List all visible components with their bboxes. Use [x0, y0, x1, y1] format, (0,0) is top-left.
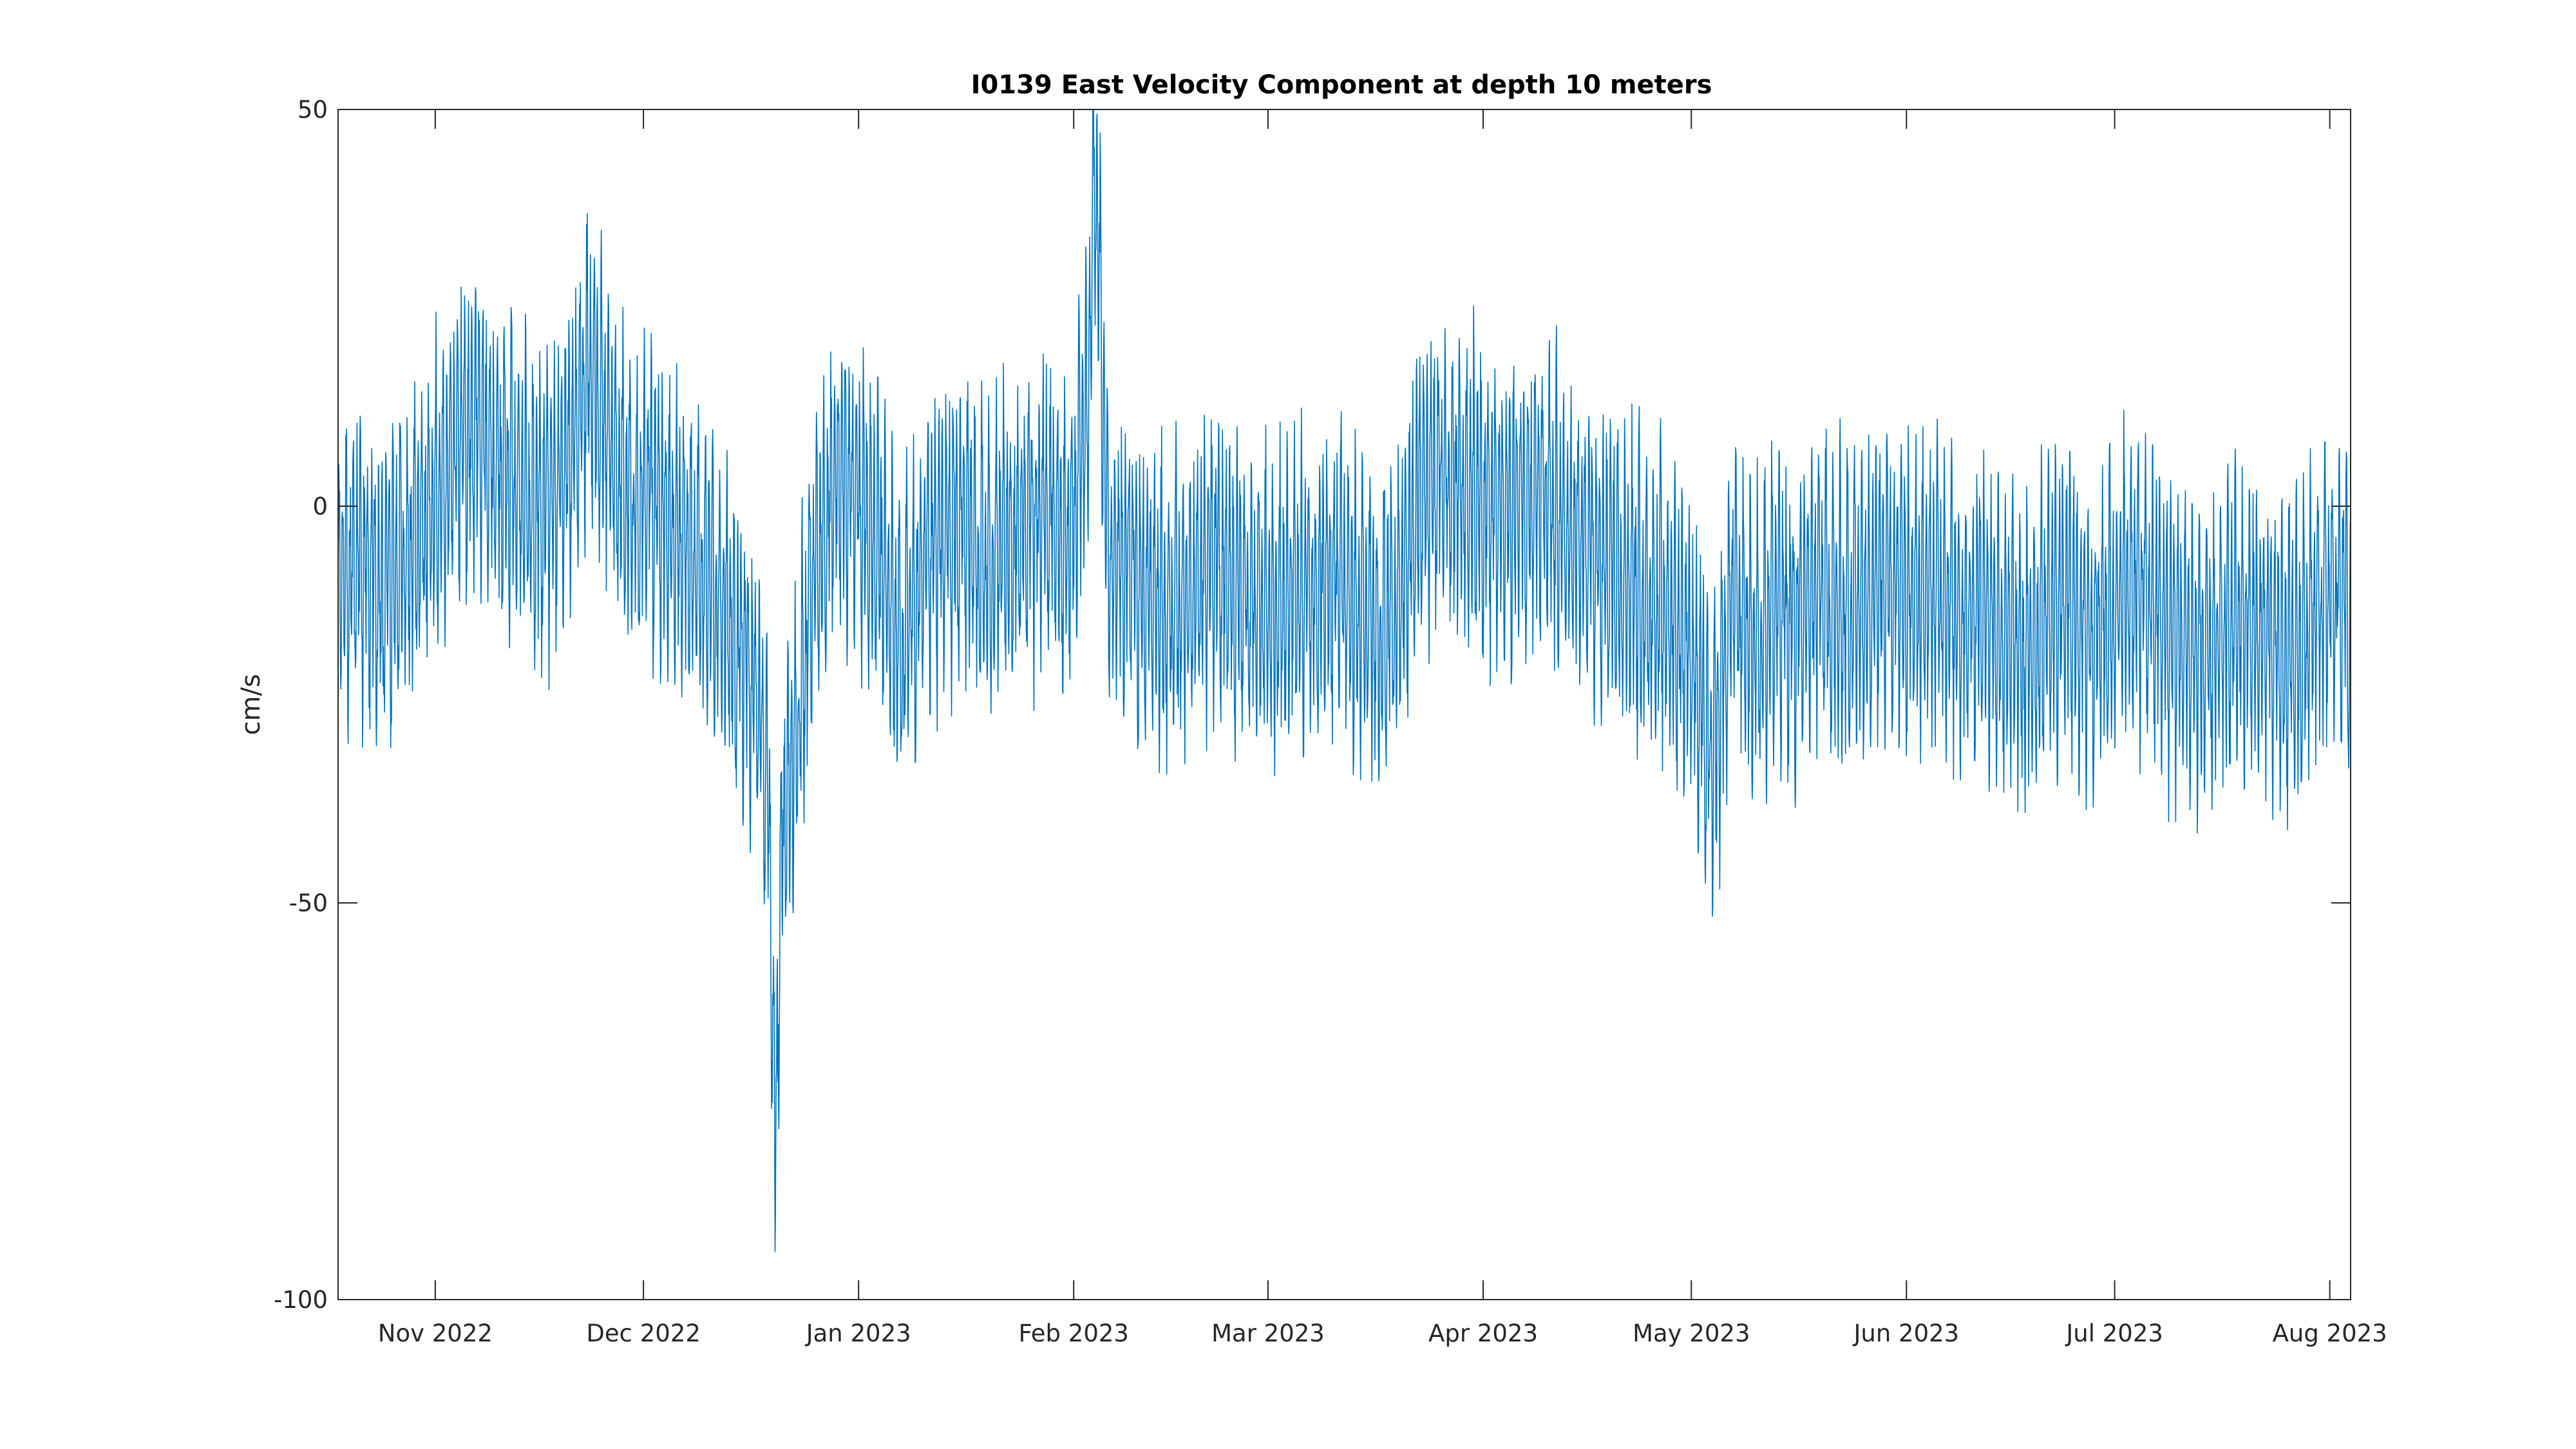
x-tick-label: Apr 2023 [1428, 1320, 1538, 1347]
series-layer [337, 109, 2351, 1253]
chart-title: I0139 East Velocity Component at depth 1… [971, 70, 1712, 100]
x-tick-label: Mar 2023 [1211, 1320, 1325, 1347]
x-tick-label: Jan 2023 [805, 1320, 911, 1347]
y-tick-label: -100 [274, 1286, 328, 1314]
y-tick-label: 50 [298, 96, 328, 124]
y-axis-label: cm/s [236, 674, 266, 735]
ticks-layer: 50 0 -50 -100 Nov 2022 Dec 2022 Jan 2023 Feb 20… [274, 96, 2387, 1347]
series-line [337, 109, 2351, 1253]
x-tick-label: Jun 2023 [1852, 1320, 1959, 1347]
x-tick-label: Aug 2023 [2273, 1320, 2387, 1347]
x-tick-label: Dec 2022 [586, 1320, 701, 1347]
plot-area [337, 109, 2351, 1300]
y-tick-label: -50 [289, 889, 328, 917]
x-tick-label: May 2023 [1633, 1320, 1750, 1347]
plot-area [337, 109, 2351, 1300]
x-tick-label: Feb 2023 [1019, 1320, 1129, 1347]
x-tick-label: Jul 2023 [2065, 1320, 2163, 1347]
x-tick-label: Nov 2022 [378, 1320, 493, 1347]
y-tick-label: 0 [312, 493, 328, 520]
